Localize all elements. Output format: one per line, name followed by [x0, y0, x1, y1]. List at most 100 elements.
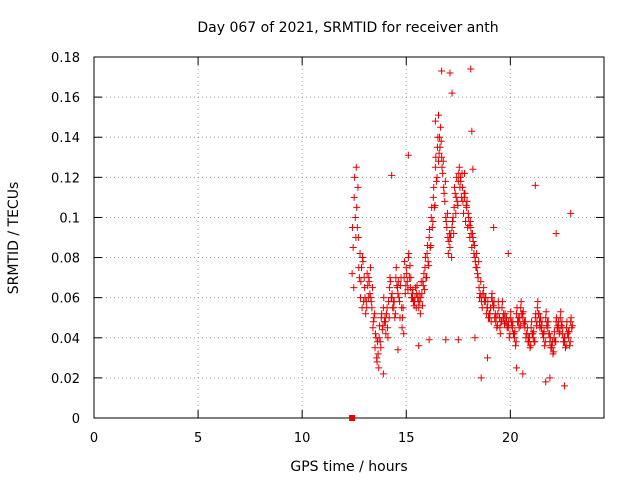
data-point	[437, 137, 445, 145]
data-point	[471, 242, 479, 250]
data-point	[543, 318, 551, 326]
data-point	[469, 165, 477, 173]
grid-lines	[94, 57, 604, 418]
data-point	[452, 209, 460, 217]
data-point	[366, 264, 374, 272]
data-point	[464, 209, 472, 217]
y-tick-label: 0.16	[51, 91, 80, 106]
data-point	[485, 310, 493, 318]
data-point	[434, 133, 442, 141]
data-point	[403, 278, 411, 286]
data-point	[421, 254, 429, 262]
data-point	[429, 193, 437, 201]
data-point	[483, 304, 491, 312]
data-point	[436, 143, 444, 151]
data-point	[552, 229, 560, 237]
data-point	[356, 250, 364, 258]
data-point	[465, 221, 473, 229]
y-tick-label: 0.06	[51, 292, 80, 307]
data-point	[560, 334, 568, 342]
data-point	[556, 328, 564, 336]
data-point	[357, 278, 365, 286]
data-point	[553, 314, 561, 322]
data-point	[404, 286, 412, 294]
data-point	[404, 151, 412, 159]
data-point	[431, 201, 439, 209]
axis-ticks: 0 0.02 0.04 0.06 0.08 0.1 0.12 0.14 0.16 0.18 0 5 10…	[51, 51, 604, 446]
data-point	[445, 238, 453, 246]
data-point	[370, 314, 378, 322]
data-point	[469, 238, 477, 246]
data-point	[364, 294, 372, 302]
data-point	[442, 336, 450, 344]
data-point	[362, 310, 370, 318]
data-point	[380, 294, 388, 302]
y-tick-label: 0.04	[51, 332, 80, 347]
data-point	[352, 163, 360, 171]
data-point	[369, 318, 377, 326]
data-point	[435, 149, 443, 157]
data-point	[396, 298, 404, 306]
data-point	[446, 234, 454, 241]
data-point	[517, 298, 525, 306]
x-tick-label: 0	[90, 431, 98, 446]
data-point	[480, 284, 488, 292]
data-point	[468, 127, 476, 135]
data-point	[564, 328, 572, 336]
data-point	[541, 342, 549, 350]
data-point	[438, 67, 446, 75]
data-point	[366, 290, 374, 298]
data-point	[403, 270, 411, 278]
data-points	[348, 65, 576, 421]
data-point	[513, 364, 521, 372]
data-point	[473, 270, 481, 278]
data-point	[374, 350, 382, 358]
data-point	[567, 314, 575, 322]
data-point	[446, 244, 454, 252]
data-point	[484, 314, 492, 322]
data-point	[478, 298, 486, 306]
data-point	[431, 163, 439, 171]
data-point	[448, 217, 456, 225]
data-point	[502, 318, 510, 326]
data-point	[542, 378, 550, 386]
data-point	[416, 310, 424, 318]
data-point	[457, 193, 465, 201]
data-point	[525, 334, 533, 342]
data-point	[453, 173, 461, 181]
data-point	[419, 282, 427, 290]
data-point	[378, 310, 386, 318]
data-point	[529, 330, 537, 338]
data-point	[418, 302, 426, 310]
data-point	[503, 314, 511, 322]
data-point	[442, 217, 450, 225]
data-point	[457, 177, 465, 185]
data-point	[441, 197, 449, 205]
data-point	[433, 173, 441, 181]
data-point	[474, 274, 482, 282]
data-point	[359, 258, 367, 266]
data-point	[350, 284, 358, 292]
data-point	[550, 348, 558, 356]
data-point	[539, 330, 547, 338]
data-point	[427, 242, 435, 250]
data-point	[388, 171, 396, 179]
data-point	[559, 324, 567, 332]
data-point	[523, 324, 531, 332]
data-point	[451, 189, 459, 197]
data-point	[389, 298, 397, 306]
data-point	[386, 274, 394, 282]
data-point	[450, 229, 458, 237]
data-point	[450, 203, 458, 211]
data-point	[462, 201, 470, 209]
data-point	[424, 258, 432, 266]
data-point	[484, 298, 492, 306]
data-point	[473, 250, 481, 258]
data-point	[463, 197, 471, 205]
data-point	[349, 223, 357, 231]
data-point	[425, 336, 433, 344]
data-point	[352, 234, 360, 241]
data-point	[398, 314, 406, 322]
data-point	[421, 264, 429, 272]
